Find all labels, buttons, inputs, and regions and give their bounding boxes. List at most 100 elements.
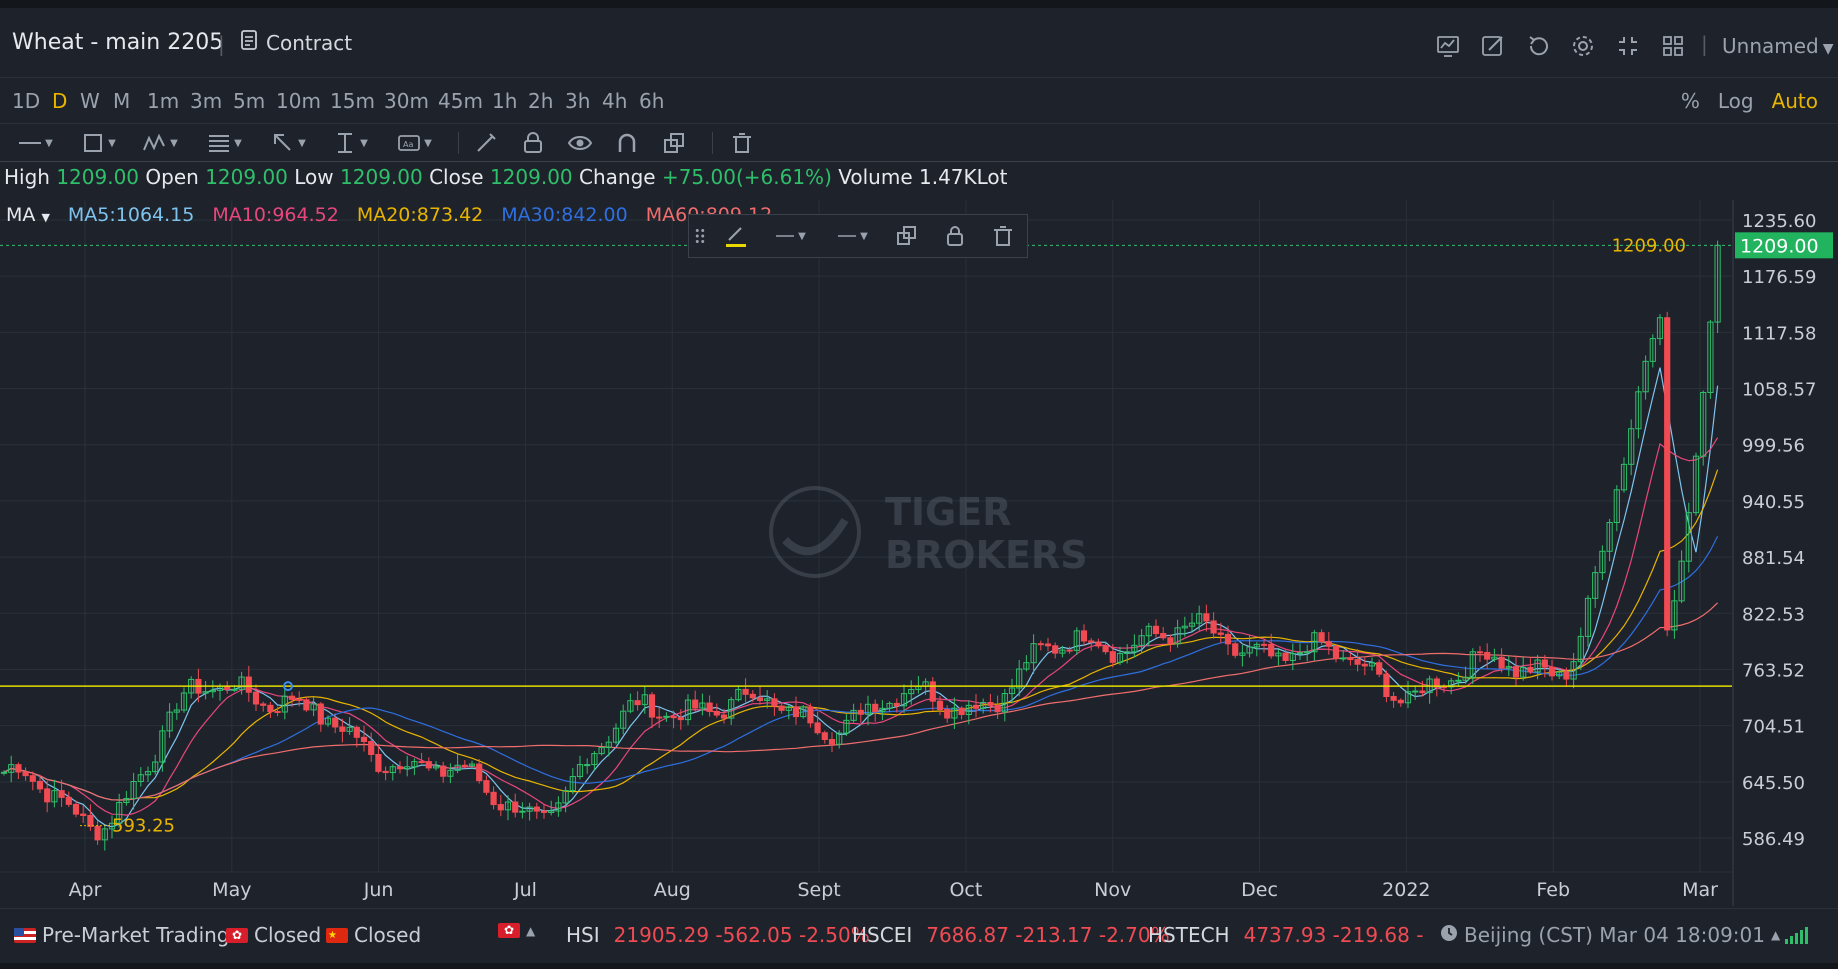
horizontal-line-handle[interactable] — [283, 681, 293, 692]
interval-6h[interactable]: 6h — [639, 89, 665, 113]
line-width-icon[interactable]: ▼ — [838, 230, 868, 242]
layout-grid-icon[interactable] — [1660, 33, 1686, 59]
interval-1m[interactable]: 1m — [147, 89, 180, 113]
candle-body — [1325, 641, 1332, 647]
candle-body — [836, 732, 843, 745]
price-tick-label: 1176.59 — [1742, 267, 1816, 288]
interval-W[interactable]: W — [80, 89, 100, 113]
candle-body — [1592, 572, 1599, 599]
line-tool-icon[interactable]: ▼ — [19, 137, 53, 149]
line-color-icon[interactable] — [711, 215, 759, 257]
index-hstech[interactable]: HSTECH 4737.93 -219.68 - — [1148, 923, 1423, 947]
lock-icon[interactable] — [511, 128, 555, 158]
index-hsi[interactable]: HSI 21905.29 -562.05 -2.50% — [566, 923, 870, 947]
clone-icon[interactable] — [883, 215, 931, 257]
candle-body — [1217, 632, 1224, 635]
time-tick-label: Mar — [1682, 879, 1718, 901]
interval-45m[interactable]: 45m — [438, 89, 483, 113]
candle-body — [58, 790, 65, 798]
contract-button[interactable]: Contract — [240, 30, 352, 55]
interval-D[interactable]: D — [52, 89, 68, 113]
price-axis[interactable]: 1235.60 1176.59 1117.58 1058.57 999.56 940.55… — [1742, 211, 1816, 850]
text-tool-icon[interactable]: Aa ▼ — [392, 128, 436, 158]
candle-body — [288, 695, 296, 700]
interval-15m[interactable]: 15m — [330, 89, 375, 113]
draw-icon[interactable] — [1480, 33, 1506, 59]
chart-type-icon[interactable] — [1435, 33, 1461, 59]
fullscreen-icon[interactable] — [1615, 33, 1641, 59]
index-region-toggle[interactable]: ✿ ▲ — [498, 923, 535, 938]
visibility-icon[interactable] — [558, 128, 602, 158]
candle-body — [1570, 661, 1577, 680]
caret-up-icon: ▲ — [1771, 928, 1781, 942]
trash-icon[interactable] — [979, 215, 1027, 257]
candle-body — [1476, 651, 1484, 654]
candle-body — [584, 764, 591, 767]
hk-market-status[interactable]: ✿ Closed — [226, 923, 321, 947]
candle-body — [1649, 338, 1656, 362]
us-market-status[interactable]: Pre-Market Trading — [14, 923, 230, 947]
rectangle-tool-icon[interactable]: ▼ — [76, 128, 120, 158]
candle-body — [137, 774, 144, 783]
candle-body — [1340, 657, 1347, 660]
scale-percent[interactable]: % — [1680, 89, 1700, 113]
candle-body — [1073, 630, 1080, 651]
pattern-tool-icon[interactable]: ▼ — [138, 128, 182, 158]
arrow-tool-icon[interactable]: ▼ — [266, 128, 310, 158]
candle-body — [764, 698, 771, 701]
candle-body — [677, 717, 684, 721]
brush-icon[interactable] — [464, 128, 508, 158]
interval-4h[interactable]: 4h — [602, 89, 628, 113]
interval-5m[interactable]: 5m — [233, 89, 266, 113]
interval-2h[interactable]: 2h — [528, 89, 554, 113]
price-tick-label: 940.55 — [1742, 492, 1805, 513]
lock-icon[interactable] — [931, 215, 979, 257]
cn-market-status[interactable]: ★ Closed — [326, 923, 421, 947]
ma-line — [3, 437, 1719, 816]
layout-selector[interactable]: Unnamed ▼ — [1722, 34, 1834, 58]
interval-10m[interactable]: 10m — [276, 89, 321, 113]
ohlc-readout: High 1209.00 Open 1209.00 Low 1209.00 Cl… — [0, 165, 1838, 195]
candle-body — [1080, 630, 1088, 642]
trash-icon[interactable] — [720, 128, 764, 158]
candle-body — [1347, 657, 1354, 661]
line-style-icon[interactable]: ▼ — [776, 230, 806, 242]
interval-M[interactable]: M — [113, 89, 131, 113]
price-chart[interactable]: TIGER BROKERS 1209.00 593.25 1235.60 1176… — [0, 200, 1838, 906]
time-tick-label: 2022 — [1382, 879, 1430, 901]
candle-body — [958, 707, 965, 715]
magnet-icon[interactable] — [605, 128, 649, 158]
settings-icon[interactable] — [1570, 33, 1596, 59]
replay-icon[interactable] — [1525, 33, 1551, 59]
interval-1h[interactable]: 1h — [492, 89, 518, 113]
candle-body — [1368, 662, 1376, 667]
candle-body — [1577, 635, 1584, 663]
candle-body — [1268, 643, 1275, 657]
time-tick-label: Nov — [1094, 879, 1131, 901]
interval-3m[interactable]: 3m — [190, 89, 223, 113]
price-tick-label: 822.53 — [1742, 604, 1805, 625]
scale-auto[interactable]: Auto — [1771, 89, 1818, 113]
time-axis[interactable]: Apr May Jun Jul Aug Sept Oct Nov Dec 2022 Feb Mar — [69, 879, 1719, 901]
interval-1D[interactable]: 1D — [12, 89, 41, 113]
clock[interactable]: Beijing (CST) Mar 04 18:09:01 ▲ — [1440, 923, 1780, 947]
index-name: HSI — [566, 923, 600, 947]
clone-icon[interactable] — [652, 128, 696, 158]
candle-body — [1253, 643, 1260, 648]
candle-body — [454, 764, 461, 771]
fib-tool-icon[interactable]: ▼ — [209, 135, 242, 152]
candle-body — [634, 700, 641, 706]
ma-indicator-toggle[interactable]: MA ▼ — [6, 204, 50, 232]
interval-30m[interactable]: 30m — [384, 89, 429, 113]
scale-log[interactable]: Log — [1717, 89, 1754, 113]
drag-handle-icon[interactable] — [689, 215, 711, 257]
candle-body — [1620, 463, 1628, 491]
ma-label: MA — [6, 204, 36, 226]
candle-body — [1289, 652, 1296, 661]
index-value: 21905.29 -562.05 -2.50% — [613, 923, 870, 947]
index-hscei[interactable]: HSCEI 7686.87 -213.17 -2.70% — [852, 923, 1170, 947]
candle-body — [1181, 625, 1188, 629]
measure-tool-icon[interactable]: ▼ — [338, 133, 368, 153]
candle-body — [389, 766, 396, 774]
interval-3h[interactable]: 3h — [565, 89, 591, 113]
